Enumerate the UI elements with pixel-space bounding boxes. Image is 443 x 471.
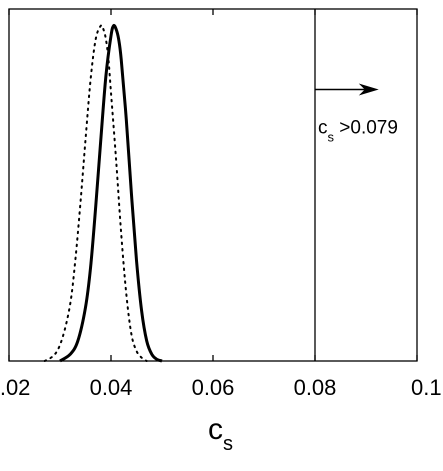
x-axis-label: cs	[208, 413, 233, 455]
x-axis-label-sub: s	[223, 433, 233, 455]
threshold-label: cs >0.079	[318, 117, 398, 144]
x-tick-label: 0.02	[0, 375, 30, 400]
threshold-label-rest: >0.079	[334, 117, 398, 138]
x-ticks: 0.02 0.04 0.06 0.08 0.1	[0, 9, 442, 400]
x-axis-label-main: c	[208, 413, 223, 446]
series-dotted-line	[43, 24, 148, 362]
threshold-label-main: c	[318, 117, 328, 138]
x-tick-label: 0.06	[192, 375, 235, 400]
threshold-annotation: cs >0.079	[315, 83, 398, 144]
x-tick-label: 0.1	[411, 375, 442, 400]
plot-frame	[8, 8, 418, 362]
threshold-label-sub: s	[328, 129, 335, 144]
x-tick-label: 0.04	[90, 375, 133, 400]
arrow-head-icon	[358, 83, 379, 96]
curves	[43, 23, 163, 363]
series-solid-line	[59, 23, 163, 363]
x-tick-label: 0.08	[294, 375, 337, 400]
